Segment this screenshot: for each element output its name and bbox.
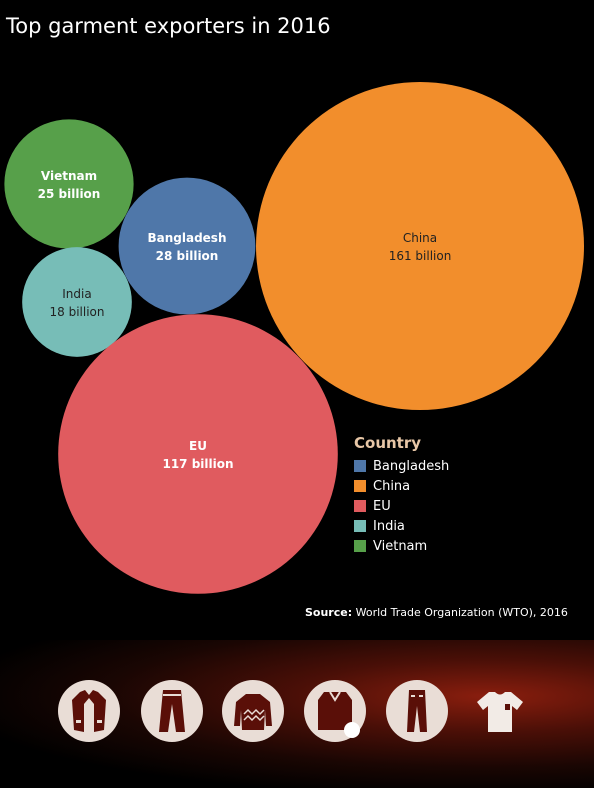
bubble-eu[interactable] (58, 314, 338, 594)
bubble-value-bangladesh: 28 billion (156, 249, 219, 263)
trousers-icon (141, 680, 203, 742)
legend-item[interactable]: China (354, 476, 449, 496)
legend-label: China (373, 479, 410, 494)
legend-swatch-bangladesh (354, 460, 366, 472)
bubble-india[interactable] (22, 247, 132, 357)
bubble-name-vietnam: Vietnam (41, 169, 97, 183)
bubble-name-china: China (403, 231, 437, 245)
legend-label: Vietnam (373, 539, 427, 554)
shirt-icon (304, 680, 366, 742)
jacket-icon (58, 680, 120, 742)
sweater-icon (222, 680, 284, 742)
jeans-icon (386, 680, 448, 742)
legend-swatch-vietnam (354, 540, 366, 552)
legend-swatch-india (354, 520, 366, 532)
legend-swatch-eu (354, 500, 366, 512)
legend-label: Bangladesh (373, 459, 449, 474)
bubble-chart: Vietnam 25 billion Bangladesh 28 billion Ind… (0, 0, 594, 600)
legend-title: Country (354, 434, 449, 452)
button-badge-icon (344, 722, 360, 738)
bubble-vietnam[interactable] (4, 119, 133, 248)
legend-item[interactable]: EU (354, 496, 449, 516)
source-label: Source: (305, 606, 352, 619)
bubble-value-vietnam: 25 billion (38, 187, 101, 201)
legend-item[interactable]: Bangladesh (354, 456, 449, 476)
legend-label: India (373, 519, 405, 534)
bubble-value-eu: 117 billion (162, 457, 233, 471)
bubble-name-eu: EU (189, 439, 207, 453)
garment-icon-banner (0, 640, 594, 788)
bubble-value-india: 18 billion (50, 305, 105, 319)
bubble-china[interactable] (256, 82, 584, 410)
bubble-name-india: India (62, 287, 91, 301)
legend-item[interactable]: Vietnam (354, 536, 449, 556)
legend-item[interactable]: India (354, 516, 449, 536)
bubble-bangladesh[interactable] (119, 178, 256, 315)
bubble-value-china: 161 billion (389, 249, 452, 263)
source-note: Source: World Trade Organization (WTO), … (305, 606, 568, 619)
source-text: World Trade Organization (WTO), 2016 (356, 606, 568, 619)
bubble-name-bangladesh: Bangladesh (147, 231, 226, 245)
legend-swatch-china (354, 480, 366, 492)
legend-label: EU (373, 499, 391, 514)
tshirt-icon (469, 680, 531, 742)
legend: Country Bangladesh China EU India Vietna… (354, 434, 449, 556)
